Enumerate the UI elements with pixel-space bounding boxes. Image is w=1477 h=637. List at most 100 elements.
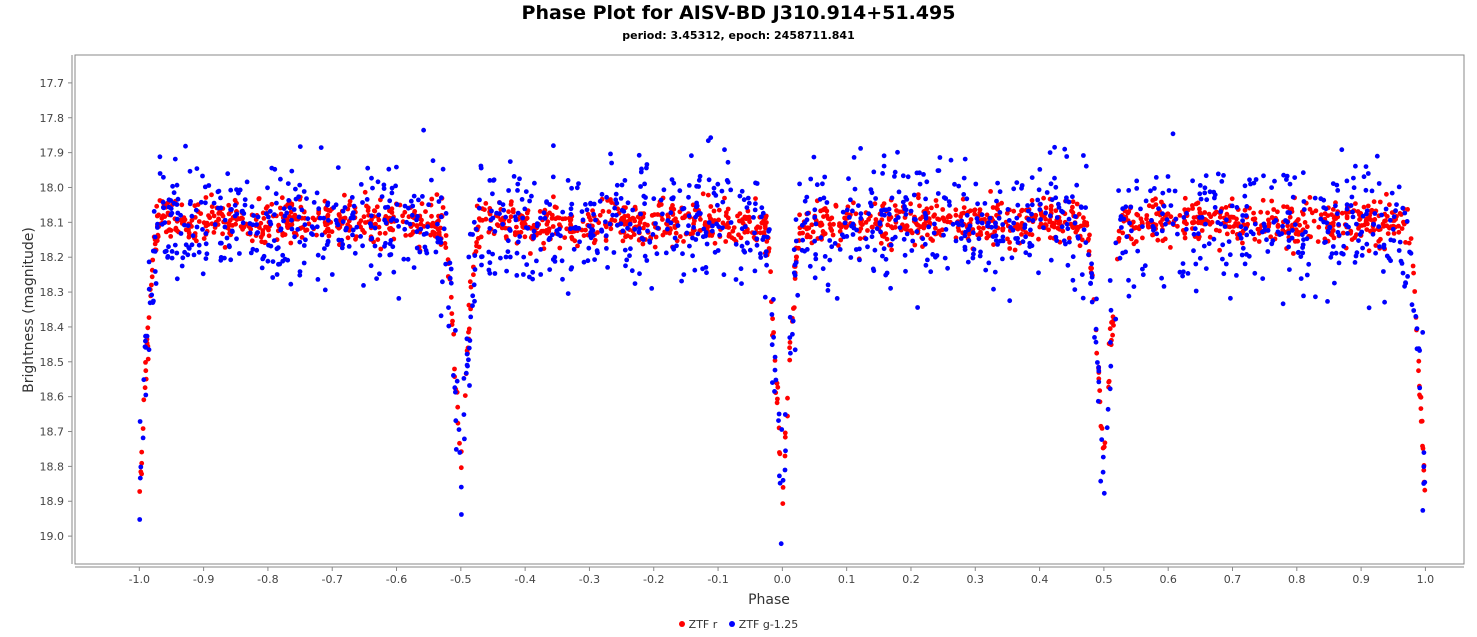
data-point [183, 227, 189, 233]
data-point [1054, 238, 1059, 244]
data-point [821, 195, 827, 201]
data-point [1382, 299, 1387, 305]
data-point [980, 225, 986, 231]
data-point [869, 234, 875, 240]
data-point [968, 217, 974, 222]
data-point [160, 213, 166, 219]
data-point [778, 541, 784, 547]
data-point [190, 233, 196, 239]
data-point [212, 222, 218, 227]
data-point [1134, 178, 1140, 184]
data-point [365, 165, 371, 171]
data-point [1286, 244, 1291, 250]
data-point [463, 370, 469, 376]
data-point [1105, 406, 1111, 412]
data-point [544, 199, 549, 205]
data-point [674, 243, 679, 249]
data-point [1242, 207, 1248, 213]
data-point [1000, 238, 1006, 244]
data-point [581, 233, 587, 239]
data-point [140, 426, 146, 431]
data-point [1028, 227, 1033, 233]
data-point [1208, 214, 1214, 220]
data-point [322, 246, 327, 252]
data-point [1365, 221, 1370, 227]
data-point [154, 203, 160, 209]
data-point [597, 212, 603, 218]
data-point [1074, 182, 1080, 188]
data-point [915, 223, 921, 228]
data-point [479, 262, 484, 268]
data-point [936, 217, 942, 223]
data-point [833, 203, 839, 209]
data-point [443, 261, 449, 267]
data-point [487, 178, 493, 183]
data-point [216, 217, 222, 223]
data-point [791, 306, 796, 311]
data-point [1007, 246, 1013, 251]
data-point [902, 206, 908, 212]
data-point [1244, 252, 1249, 257]
data-point [335, 222, 341, 228]
data-point [770, 380, 775, 385]
data-point [138, 469, 144, 475]
data-point [923, 262, 929, 268]
data-point [482, 207, 487, 213]
data-point [1202, 190, 1208, 196]
data-point [883, 256, 889, 262]
data-point [1067, 239, 1072, 245]
data-point [941, 195, 947, 201]
data-point [827, 222, 833, 227]
data-point [1116, 228, 1122, 234]
data-point [1328, 254, 1334, 260]
data-point [620, 238, 626, 244]
data-point [446, 323, 452, 329]
data-point [389, 190, 395, 196]
data-point [538, 247, 544, 252]
data-point [904, 223, 910, 229]
data-point [745, 240, 750, 246]
data-point [326, 233, 332, 239]
data-point [1197, 206, 1202, 212]
data-point [189, 213, 195, 219]
data-point [992, 269, 998, 275]
data-point [1180, 261, 1186, 266]
data-point [1074, 201, 1080, 207]
data-point [974, 216, 980, 221]
data-point [649, 213, 655, 218]
data-point [354, 234, 359, 240]
data-point [369, 213, 374, 219]
data-point [1252, 236, 1258, 242]
data-point [1262, 227, 1268, 233]
data-point [360, 243, 365, 249]
data-point [787, 335, 793, 340]
data-point [650, 232, 656, 237]
data-point [1224, 231, 1230, 237]
data-point [368, 263, 374, 269]
data-point [691, 221, 696, 227]
data-point [1038, 201, 1043, 207]
data-point [1373, 243, 1379, 248]
data-point [260, 228, 266, 233]
data-point [763, 253, 769, 258]
data-point [706, 220, 712, 225]
data-point [1220, 242, 1226, 248]
data-point [1047, 150, 1053, 156]
data-point [1037, 207, 1043, 212]
data-point [822, 254, 828, 259]
data-point [411, 265, 417, 270]
data-point [733, 277, 739, 282]
data-point [1351, 175, 1356, 181]
data-point [203, 223, 209, 229]
data-point [1072, 287, 1078, 292]
data-point [827, 257, 833, 263]
data-point [787, 357, 793, 363]
data-point [161, 174, 166, 180]
data-point [211, 230, 217, 235]
data-point [1116, 188, 1121, 194]
data-point [232, 202, 238, 208]
data-point [1160, 238, 1166, 244]
data-point [486, 249, 492, 255]
data-point [892, 169, 898, 175]
data-point [752, 268, 758, 274]
